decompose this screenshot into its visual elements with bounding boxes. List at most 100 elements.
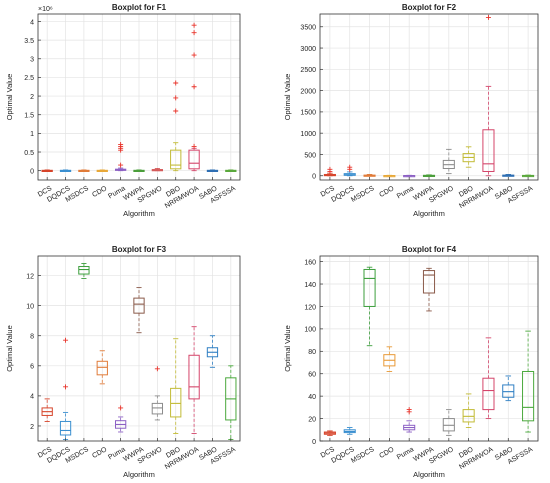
box-iqr	[442, 418, 455, 432]
box-dbo	[462, 393, 475, 428]
box-iqr	[133, 297, 145, 314]
box-sabo	[502, 375, 515, 402]
box-wwpa	[133, 169, 145, 173]
y-axis-label: Optimal Value	[5, 325, 14, 372]
x-tick-label: CDO	[378, 185, 395, 199]
box-dbo	[170, 338, 182, 434]
box-cdo	[383, 174, 396, 178]
x-tick-label: CDO	[91, 185, 108, 199]
chart-title: Boxplot for F4	[402, 245, 457, 254]
box-iqr	[170, 387, 182, 418]
box-iqr	[522, 370, 535, 422]
outlier-point	[191, 143, 197, 149]
box-asfssa	[522, 330, 535, 433]
box-nrrmwoa	[482, 14, 495, 177]
y-tick-label: 60	[308, 372, 316, 379]
box-msdcs	[78, 169, 90, 173]
box-sabo	[206, 335, 219, 368]
y-tick-label: 1000	[300, 131, 316, 138]
box-dcs	[323, 166, 336, 177]
box-sabo	[206, 169, 219, 173]
box-asfssa	[225, 365, 237, 440]
box-iqr	[59, 420, 72, 436]
outlier-point	[191, 30, 197, 36]
box-dqdcs	[59, 337, 72, 440]
outlier-point	[485, 14, 491, 20]
y-tick-label: 0	[312, 439, 316, 446]
y-tick-label: 3	[30, 57, 34, 64]
x-axis-label: Algorithm	[413, 209, 445, 218]
box-cdo	[383, 346, 396, 372]
outlier-point	[191, 52, 197, 58]
box-iqr	[170, 149, 182, 170]
x-tick-label: MSDCS	[350, 446, 376, 465]
box-dcs	[323, 430, 336, 436]
box-dbo	[170, 80, 182, 172]
y-tick-label: 2	[30, 424, 34, 431]
outlier-point	[118, 142, 124, 148]
chart-panel-2: 0500100015002000250030003500DCSDQDCSMSDC…	[283, 3, 539, 218]
box-dbo	[462, 146, 475, 168]
box-dqdcs	[343, 427, 356, 435]
box-cdo	[96, 350, 108, 385]
outlier-point	[191, 84, 197, 90]
box-nrrmwoa	[482, 337, 495, 420]
y-axis-label: Optimal Value	[5, 74, 14, 121]
y-axis-label: Optimal Value	[283, 74, 292, 121]
y-tick-label: 1	[30, 131, 34, 138]
box-iqr	[422, 270, 436, 294]
box-nrrmwoa	[188, 326, 200, 434]
box-dqdcs	[59, 169, 72, 173]
y-tick-label: 4	[30, 394, 34, 401]
y-tick-label: 160	[304, 259, 316, 266]
box-puma	[114, 405, 127, 433]
box-asfssa	[522, 174, 535, 178]
y-tick-label: 10	[26, 303, 34, 310]
y-exponent-label: ×10⁶	[38, 6, 53, 13]
y-tick-label: 0	[30, 168, 34, 175]
box-cdo	[96, 169, 108, 173]
box-iqr	[482, 129, 495, 172]
box-msdcs	[78, 263, 90, 280]
box-nrrmwoa	[188, 22, 200, 172]
y-tick-label: 12	[26, 273, 34, 280]
outlier-point	[118, 405, 124, 411]
box-spgwo	[151, 167, 164, 172]
x-axis-label: Algorithm	[123, 470, 155, 479]
box-iqr	[151, 402, 164, 415]
box-asfssa	[225, 169, 237, 173]
y-tick-label: 6	[30, 364, 34, 371]
chart-title: Boxplot for F3	[112, 245, 167, 254]
y-tick-label: 2500	[300, 67, 316, 74]
y-tick-label: 120	[304, 304, 316, 311]
outlier-point	[406, 407, 412, 413]
x-axis-label: Algorithm	[123, 209, 155, 218]
box-iqr	[188, 354, 200, 400]
y-tick-label: 3500	[300, 25, 316, 32]
y-tick-label: 140	[304, 282, 316, 289]
outlier-point	[173, 80, 179, 86]
outlier-point	[63, 384, 69, 390]
x-tick-label: CDO	[91, 446, 108, 460]
box-msdcs	[363, 266, 376, 347]
y-tick-label: 4	[30, 19, 34, 26]
outlier-point	[347, 164, 353, 170]
box-spgwo	[442, 409, 455, 436]
box-dcs	[41, 398, 53, 422]
y-tick-label: 1500	[300, 110, 316, 117]
outlier-point	[63, 337, 69, 343]
chart-title: Boxplot for F1	[112, 3, 167, 12]
x-tick-label: MSDCS	[350, 185, 376, 204]
y-tick-label: 500	[304, 152, 316, 159]
y-tick-label: 20	[308, 416, 316, 423]
box-spgwo	[442, 148, 455, 175]
x-tick-label: CDO	[378, 446, 395, 460]
outlier-point	[173, 108, 179, 114]
y-tick-label: 2.5	[24, 75, 34, 82]
y-tick-label: 2000	[300, 88, 316, 95]
y-tick-label: 2	[30, 94, 34, 101]
box-iqr	[462, 409, 475, 423]
box-dqdcs	[343, 164, 356, 177]
y-tick-label: 3.5	[24, 38, 34, 45]
